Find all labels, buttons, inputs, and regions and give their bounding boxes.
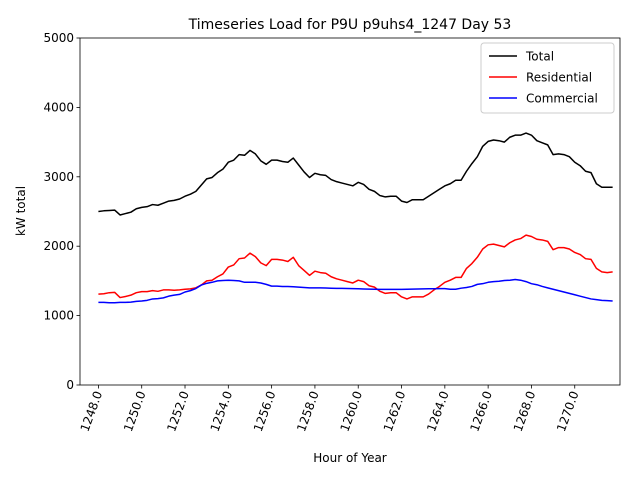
legend-box xyxy=(480,42,615,114)
legend: Total Residential Commercial xyxy=(480,42,615,114)
y-tick-label: 0 xyxy=(66,378,74,392)
series-line-residential xyxy=(98,234,613,300)
series-line-total xyxy=(98,132,613,216)
y-tick-label: 2000 xyxy=(43,239,74,253)
x-axis-label: Hour of Year xyxy=(313,451,387,465)
y-axis-label: kW total xyxy=(14,186,28,236)
axes-frame xyxy=(79,37,621,386)
series-line-commercial xyxy=(98,278,613,304)
y-tick-label: 5000 xyxy=(43,31,74,45)
y-tick-label: 4000 xyxy=(43,100,74,114)
legend-label-residential: Residential xyxy=(526,71,592,85)
y-tick-label: 1000 xyxy=(43,309,74,323)
y-tick-label: 3000 xyxy=(43,170,74,184)
legend-label-total: Total xyxy=(525,50,554,64)
chart-title: Timeseries Load for P9U p9uhs4_1247 Day … xyxy=(188,17,512,33)
legend-label-commercial: Commercial xyxy=(526,92,598,106)
